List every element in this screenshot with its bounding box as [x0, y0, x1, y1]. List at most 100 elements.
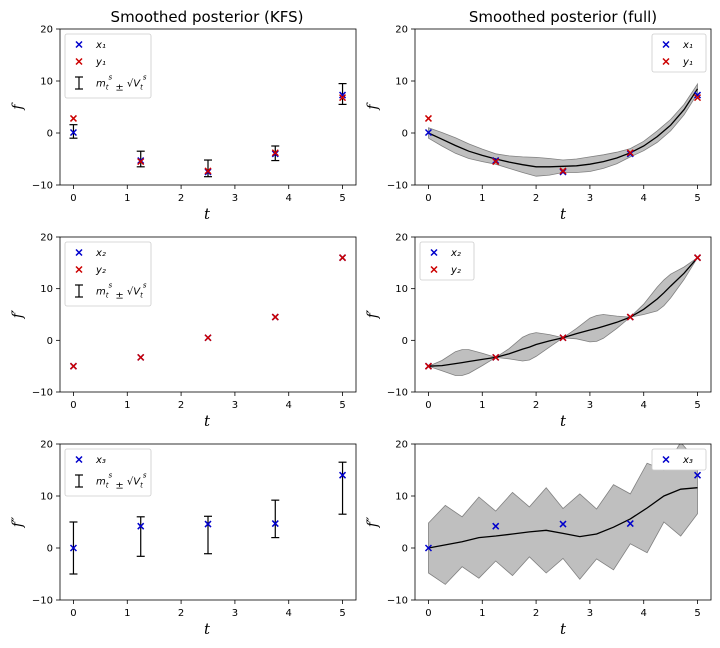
x-tick-label: 4: [641, 400, 647, 411]
state-point: [694, 91, 702, 99]
observation-point-stroke: [559, 334, 567, 342]
state-point: [339, 91, 347, 99]
state-point: [204, 520, 212, 528]
x-tick-label: 1: [124, 400, 130, 411]
legend-label: y₁: [682, 57, 693, 68]
y-tick-label: 10: [40, 284, 53, 295]
state-point-stroke: [694, 91, 702, 99]
posterior-area: [428, 82, 699, 177]
legend-marker: [662, 57, 670, 66]
observation-point-stroke: [271, 313, 279, 321]
observation-point: [424, 362, 432, 370]
legend-marker-stroke: [430, 265, 438, 274]
legend-frame: [64, 241, 152, 307]
legend-frame: [651, 448, 707, 471]
error-bar: [136, 516, 145, 557]
x-tick-label: 3: [232, 608, 238, 619]
x-tick-label: 1: [124, 608, 130, 619]
observation-point-stroke: [271, 149, 279, 157]
legend-label: mts ± √Vts: [96, 282, 147, 302]
subplot-title: Smoothed posterior (full): [469, 8, 657, 26]
axes-frame: [59, 28, 357, 186]
legend-marker: [430, 265, 438, 274]
legend-label: mts ± √Vts: [96, 472, 147, 492]
y-tick-label: 0: [47, 336, 53, 347]
confidence-band: [428, 444, 698, 585]
legend-marker-stroke: [662, 455, 670, 464]
error-bar: [204, 159, 212, 178]
x-tick-label: 4: [641, 608, 647, 619]
observation-point: [69, 114, 77, 122]
legend-marker: [662, 40, 670, 49]
legend: x₃: [651, 448, 707, 471]
y-tick-label: −10: [387, 181, 408, 192]
posterior-area: [428, 444, 698, 585]
x-tick-label: 3: [587, 400, 593, 411]
x-tick-label: 4: [286, 608, 292, 619]
x-tick-label: 5: [339, 400, 345, 411]
x-axis-label: t: [204, 412, 211, 430]
x-tick-label: 2: [178, 193, 184, 204]
y-tick-label: −10: [387, 388, 408, 399]
x-tick-label: 0: [70, 400, 76, 411]
legend-marker: [430, 248, 438, 257]
legend-marker: [75, 455, 83, 464]
legend-marker-stroke: [430, 248, 438, 257]
observation-point-stroke: [339, 94, 347, 102]
legend-label: x₃: [682, 455, 693, 466]
state-point: [271, 520, 279, 528]
observation-point: [694, 254, 702, 262]
y-axis-label: f″: [10, 516, 26, 528]
y-tick-label: 20: [40, 233, 53, 244]
observation-point: [271, 149, 279, 157]
x-axis-label: t: [560, 412, 567, 430]
x-tick-label: 2: [533, 400, 539, 411]
x-tick-label: 2: [178, 608, 184, 619]
state-point: [339, 471, 347, 479]
observation-point: [69, 362, 77, 370]
y-tick-label: 20: [395, 25, 408, 36]
observation-point: [137, 353, 145, 361]
legend-frame: [419, 241, 475, 281]
state-point-stroke: [271, 520, 279, 528]
y-axis-label: f′: [10, 309, 26, 319]
observation-point: [559, 167, 567, 175]
x-tick-label: 5: [339, 193, 345, 204]
legend-label: x₁: [95, 40, 106, 51]
axes-frame: [414, 443, 712, 601]
x-tick-label: 5: [694, 608, 700, 619]
state-point: [137, 522, 145, 530]
plot-layer: 0 1 2 3 4 5 −10 0 10 20 x₁ y₁ mts ± √Vts 0 1 2 3 4 5 −10 0 10…: [32, 25, 712, 619]
observation-point-stroke: [204, 334, 212, 342]
y-tick-label: 10: [395, 492, 408, 503]
observation-point: [626, 313, 634, 321]
y-tick-label: 20: [40, 25, 53, 36]
state-point-stroke: [424, 544, 432, 552]
observation-point-stroke: [626, 149, 634, 157]
observation-point-stroke: [492, 353, 500, 361]
legend-label: x₂: [450, 248, 461, 259]
subplot-kfs-fdoubleprime: f″ t: [10, 516, 211, 638]
state-point: [69, 128, 77, 137]
y-axis-label: f: [10, 102, 26, 111]
legend-marker-stroke: [662, 57, 670, 66]
x-axis-label: t: [560, 205, 567, 223]
state-point: [492, 522, 500, 530]
x-tick-label: 0: [425, 608, 431, 619]
observation-point: [137, 158, 145, 166]
y-tick-label: 0: [402, 336, 408, 347]
observation-point-stroke: [559, 167, 567, 175]
legend-label: x₃: [95, 455, 106, 466]
legend-label: mts ± √Vts: [96, 74, 147, 94]
state-point: [626, 520, 634, 528]
x-axis-label: t: [204, 620, 211, 638]
observation-point-stroke: [492, 158, 500, 166]
legend-label: y₁: [95, 57, 106, 68]
subplot-full-f: Smoothed posterior (full) f t: [365, 8, 657, 223]
error-bar: [271, 499, 280, 539]
x-tick-label: 1: [124, 193, 130, 204]
error-bar: [136, 150, 145, 168]
x-tick-label: 3: [587, 193, 593, 204]
state-point: [694, 471, 702, 479]
